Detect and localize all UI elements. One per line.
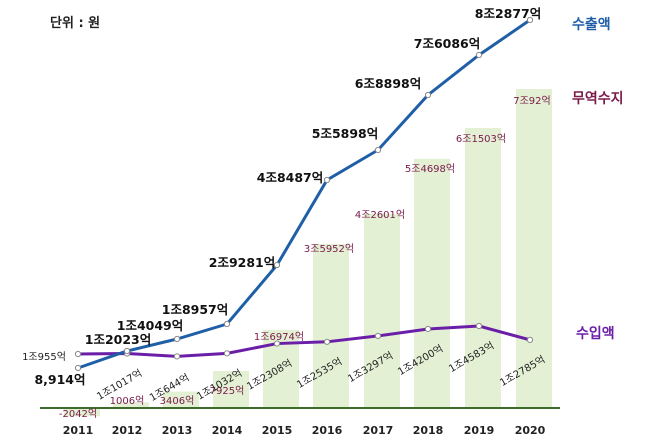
import-point [475, 322, 483, 330]
import-point [273, 340, 281, 347]
import-point [323, 338, 331, 345]
export-data-label: 1조8957억 [162, 302, 229, 317]
x-tick-label: 2017 [363, 424, 394, 437]
balance-bar [113, 402, 149, 407]
export-point [374, 146, 382, 154]
balance-bar [465, 127, 501, 408]
balance-bar [213, 371, 249, 407]
balance-data-label: 5조4698억 [405, 163, 455, 175]
balance-data-label: 7925억 [210, 385, 245, 397]
export-data-label: 2조9281억 [209, 255, 276, 270]
unit-label: 단위 : 원 [50, 16, 101, 31]
balance-data-label: -2042억 [59, 408, 97, 420]
import-line [77, 324, 531, 358]
balance-bar [313, 243, 349, 407]
export-line [77, 18, 531, 370]
balance-data-label: 1006억 [110, 395, 145, 407]
balance-bar [64, 407, 100, 417]
export-data-label: 1조2023억 [85, 332, 152, 347]
balance-data-label: 7조92억 [513, 95, 551, 107]
import-point [74, 350, 82, 358]
import-point [223, 350, 231, 357]
balance-series-label: 무역수지 [572, 90, 624, 107]
export-point [323, 176, 331, 184]
import-point [374, 332, 382, 340]
x-tick-label: 2014 [212, 424, 243, 437]
balance-bar [414, 158, 450, 407]
balance-bar [516, 89, 552, 407]
export-data-label: 1조4049억 [117, 318, 184, 333]
balance-data-label: 3조5952억 [304, 243, 354, 255]
x-tick-label: 2020 [515, 424, 546, 437]
import-point [526, 336, 534, 343]
x-tick-label: 2019 [464, 424, 495, 437]
export-point [173, 335, 181, 343]
export-point [223, 320, 231, 328]
import-point [173, 353, 181, 360]
x-tick-label: 2016 [312, 424, 343, 437]
x-tick-label: 2013 [162, 424, 193, 437]
import-series-label: 수입액 [576, 325, 615, 342]
export-point [475, 51, 483, 59]
balance-data-label: 3406억 [160, 395, 195, 407]
export-series-label: 수출액 [572, 16, 611, 33]
export-data-label: 6조8898억 [355, 76, 422, 91]
export-point [123, 347, 131, 355]
balance-data-label: 4조2601억 [355, 209, 405, 221]
export-point [526, 16, 534, 24]
export-data-label: 5조5898억 [312, 126, 379, 141]
export-data-label: 4조8487억 [257, 170, 324, 185]
export-point [424, 91, 432, 99]
x-tick-label: 2015 [262, 424, 293, 437]
balance-data-label: 1조6974억 [254, 331, 304, 343]
balance-data-label: 6조1503억 [456, 133, 506, 145]
export-point [74, 364, 82, 372]
x-tick-label: 2011 [63, 424, 94, 437]
export-point [273, 261, 281, 269]
import-data-label: 1조955억 [22, 351, 66, 363]
x-tick-label: 2018 [413, 424, 444, 437]
export-data-label: 8,914억 [34, 372, 85, 387]
x-tick-label: 2012 [112, 424, 143, 437]
import-point [424, 325, 432, 333]
balance-bar [364, 213, 400, 407]
export-data-label: 8조2877억 [475, 6, 542, 21]
balance-bar [163, 391, 199, 407]
export-data-label: 7조6086억 [414, 36, 481, 51]
